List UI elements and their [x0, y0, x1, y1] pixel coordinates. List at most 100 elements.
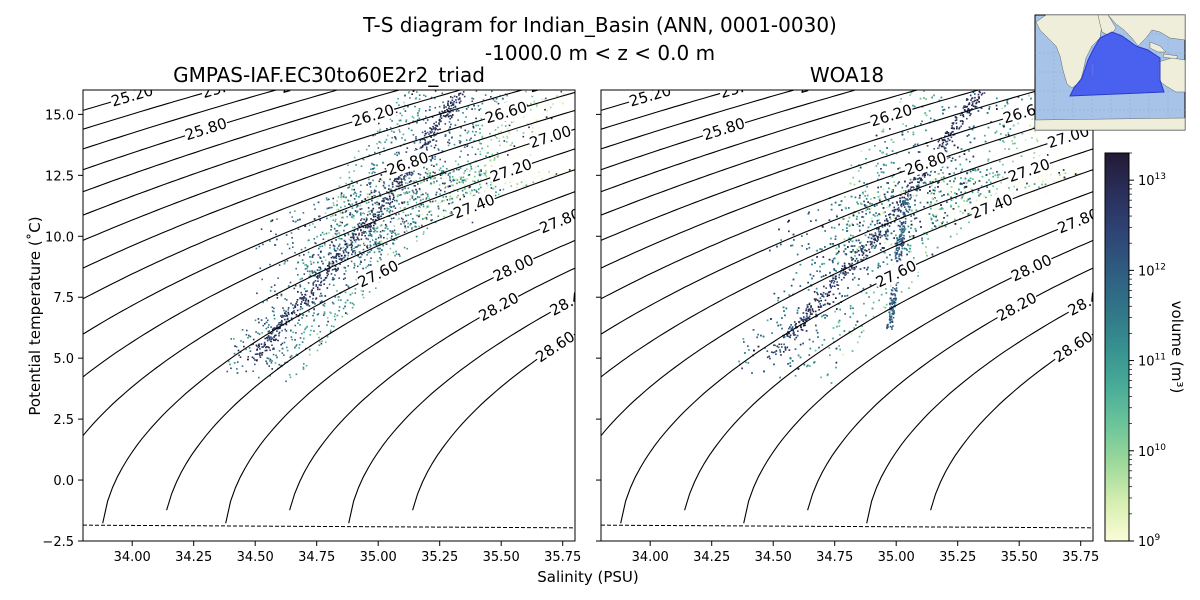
volume-cell	[560, 101, 563, 104]
volume-cell	[434, 177, 436, 179]
volume-cell	[489, 132, 491, 135]
volume-cell	[457, 194, 459, 197]
volume-cell	[255, 344, 258, 347]
volume-cell	[369, 245, 372, 247]
volume-cell	[423, 166, 425, 169]
volume-cell	[297, 322, 299, 324]
volume-cell	[532, 94, 534, 97]
volume-cell	[260, 343, 263, 345]
volume-cell	[367, 251, 369, 254]
contour-label-bg	[354, 255, 402, 291]
volume-cell	[278, 363, 281, 366]
volume-cell	[364, 198, 367, 200]
plot-frame	[82, 89, 576, 542]
volume-cell	[280, 343, 282, 346]
volume-cell	[299, 308, 302, 311]
volume-cell	[413, 170, 415, 173]
volume-cell	[342, 246, 345, 249]
volume-cell	[391, 120, 393, 122]
volume-cell	[378, 241, 381, 243]
volume-cell	[294, 304, 296, 307]
volume-cell	[329, 331, 332, 334]
volume-cell	[333, 325, 335, 328]
volume-cell	[352, 185, 354, 187]
volume-cell	[510, 185, 513, 187]
volume-cell	[418, 178, 421, 181]
volume-cell	[306, 303, 308, 306]
volume-cell	[568, 169, 571, 171]
volume-cell	[452, 103, 455, 105]
volume-cell	[316, 333, 319, 336]
volume-cell	[378, 211, 380, 213]
volume-cell	[230, 338, 232, 340]
volume-cell	[503, 140, 506, 142]
volume-cell	[433, 132, 435, 135]
volume-cell	[258, 343, 260, 346]
volume-cell	[331, 269, 334, 271]
volume-cell	[434, 128, 437, 131]
volume-cell	[236, 368, 238, 370]
volume-cell	[421, 138, 423, 141]
volume-cell	[350, 246, 353, 249]
volume-cell	[372, 134, 374, 137]
volume-cell	[345, 242, 348, 245]
volume-cell	[383, 208, 386, 210]
volume-cell	[444, 172, 447, 175]
volume-cell	[306, 265, 309, 267]
volume-cell	[414, 198, 417, 200]
volume-cell	[289, 211, 291, 214]
volume-cell	[348, 203, 350, 205]
volume-cell	[415, 137, 417, 140]
volume-cell	[317, 277, 319, 280]
volume-cell	[427, 142, 430, 144]
volume-cell	[328, 252, 331, 254]
volume-scatter	[738, 90, 1090, 384]
volume-cell	[454, 124, 457, 126]
volume-cell	[360, 223, 363, 226]
volume-cell	[516, 186, 518, 189]
volume-cell	[273, 327, 276, 329]
volume-cell	[353, 266, 355, 269]
volume-cell	[465, 171, 467, 173]
volume-cell	[475, 191, 478, 193]
volume-cell	[435, 121, 437, 123]
volume-cell	[317, 313, 320, 315]
volume-cell	[400, 194, 402, 196]
volume-cell	[452, 102, 454, 104]
volume-cell	[305, 264, 308, 266]
volume-cell	[351, 248, 353, 251]
volume-cell	[233, 362, 236, 364]
volume-cell	[301, 298, 303, 300]
volume-cell	[531, 127, 534, 129]
volume-cell	[401, 174, 403, 176]
volume-cell	[410, 129, 413, 132]
volume-cell	[439, 158, 441, 161]
volume-cell	[406, 191, 408, 193]
volume-cell	[345, 196, 347, 199]
volume-cell	[423, 138, 425, 140]
volume-cell	[445, 195, 447, 198]
volume-cell	[354, 246, 357, 248]
volume-cell	[464, 183, 466, 186]
volume-cell	[389, 197, 391, 199]
volume-cell	[245, 348, 247, 351]
volume-cell	[264, 323, 266, 325]
volume-cell	[362, 290, 364, 292]
volume-cell	[433, 181, 435, 183]
volume-cell	[326, 324, 328, 326]
volume-cell	[419, 182, 422, 184]
volume-cell	[350, 243, 352, 246]
volume-cell	[366, 184, 368, 186]
volume-cell	[343, 239, 346, 242]
volume-cell	[429, 197, 432, 199]
volume-cell	[369, 232, 371, 235]
volume-cell	[294, 221, 297, 223]
volume-cell	[332, 276, 334, 279]
volume-cell	[418, 110, 420, 112]
volume-cell	[432, 200, 434, 203]
volume-cell	[394, 254, 396, 257]
volume-cell	[451, 137, 453, 139]
volume-cell	[408, 191, 411, 193]
volume-cell	[259, 348, 261, 350]
volume-cell	[387, 198, 389, 201]
